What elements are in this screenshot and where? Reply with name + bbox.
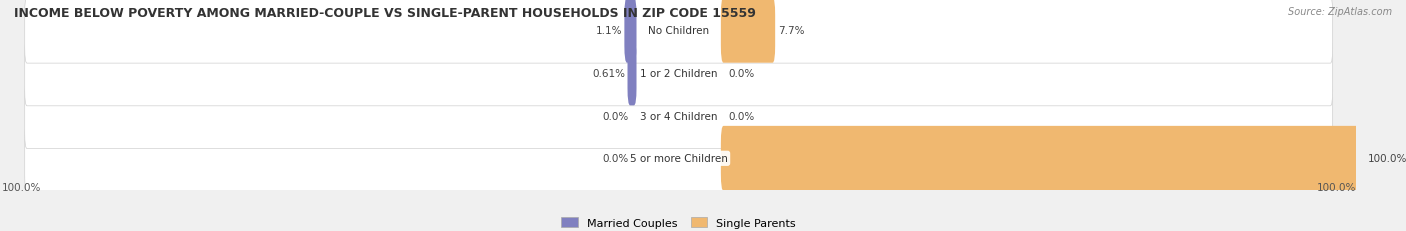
FancyBboxPatch shape: [25, 0, 1333, 64]
FancyBboxPatch shape: [25, 126, 1333, 191]
Text: INCOME BELOW POVERTY AMONG MARRIED-COUPLE VS SINGLE-PARENT HOUSEHOLDS IN ZIP COD: INCOME BELOW POVERTY AMONG MARRIED-COUPL…: [14, 7, 756, 20]
Text: 0.0%: 0.0%: [728, 111, 755, 121]
Text: No Children: No Children: [648, 26, 709, 36]
Text: 0.0%: 0.0%: [603, 154, 628, 164]
Legend: Married Couples, Single Parents: Married Couples, Single Parents: [557, 213, 800, 231]
Text: 100.0%: 100.0%: [1, 182, 41, 192]
Text: 1 or 2 Children: 1 or 2 Children: [640, 69, 717, 79]
Text: 7.7%: 7.7%: [778, 26, 804, 36]
FancyBboxPatch shape: [721, 126, 1365, 191]
FancyBboxPatch shape: [624, 0, 637, 64]
Text: 0.0%: 0.0%: [728, 69, 755, 79]
Text: 0.0%: 0.0%: [603, 111, 628, 121]
FancyBboxPatch shape: [627, 41, 637, 106]
Text: 5 or more Children: 5 or more Children: [630, 154, 728, 164]
FancyBboxPatch shape: [25, 83, 1333, 149]
FancyBboxPatch shape: [25, 41, 1333, 106]
FancyBboxPatch shape: [721, 0, 775, 64]
Text: 1.1%: 1.1%: [595, 26, 621, 36]
Text: 3 or 4 Children: 3 or 4 Children: [640, 111, 717, 121]
Text: 100.0%: 100.0%: [1316, 182, 1355, 192]
Text: 0.61%: 0.61%: [592, 69, 624, 79]
Text: Source: ZipAtlas.com: Source: ZipAtlas.com: [1288, 7, 1392, 17]
Text: 100.0%: 100.0%: [1368, 154, 1406, 164]
